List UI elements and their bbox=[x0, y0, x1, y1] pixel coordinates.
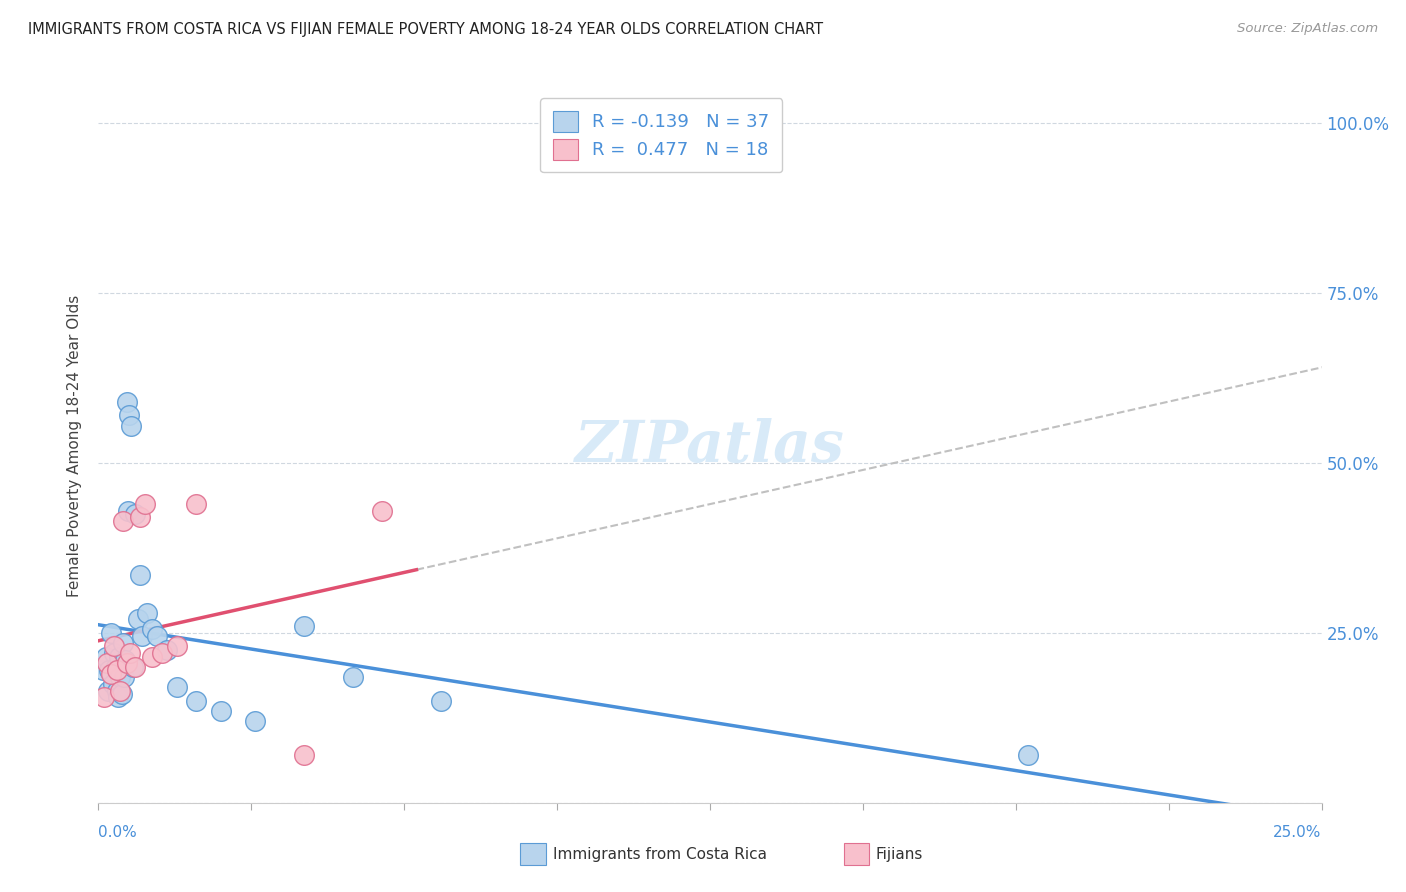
Point bbox=[292, 619, 315, 633]
Point bbox=[342, 670, 364, 684]
Point bbox=[131, 629, 153, 643]
Point bbox=[114, 653, 136, 667]
Point bbox=[103, 640, 125, 654]
Point bbox=[430, 694, 453, 708]
Point bbox=[117, 503, 139, 517]
Point bbox=[111, 636, 134, 650]
Text: 0.0%: 0.0% bbox=[98, 825, 138, 840]
Point bbox=[110, 683, 132, 698]
Text: ZIPatlas: ZIPatlas bbox=[575, 417, 845, 475]
Point bbox=[146, 629, 169, 643]
Point bbox=[124, 507, 146, 521]
Point bbox=[121, 660, 143, 674]
Point bbox=[136, 606, 159, 620]
Point bbox=[292, 748, 315, 763]
Point bbox=[97, 683, 120, 698]
Legend: R = -0.139   N = 37, R =  0.477   N = 18: R = -0.139 N = 37, R = 0.477 N = 18 bbox=[540, 98, 782, 172]
Point bbox=[141, 649, 163, 664]
Point bbox=[98, 663, 121, 677]
Point bbox=[100, 626, 122, 640]
Point bbox=[186, 497, 208, 511]
Text: Source: ZipAtlas.com: Source: ZipAtlas.com bbox=[1237, 22, 1378, 36]
Point bbox=[91, 663, 114, 677]
Point bbox=[166, 680, 188, 694]
Point bbox=[166, 640, 188, 654]
Point bbox=[124, 660, 146, 674]
Point bbox=[100, 666, 122, 681]
Point bbox=[107, 690, 129, 705]
Point bbox=[129, 568, 152, 582]
Point bbox=[94, 649, 117, 664]
Text: Fijians: Fijians bbox=[876, 847, 924, 862]
Text: Immigrants from Costa Rica: Immigrants from Costa Rica bbox=[553, 847, 766, 862]
Point bbox=[110, 670, 132, 684]
Point bbox=[186, 694, 208, 708]
Point bbox=[127, 612, 149, 626]
Point bbox=[129, 510, 152, 524]
Point bbox=[141, 623, 163, 637]
Point bbox=[209, 704, 232, 718]
Point bbox=[111, 687, 134, 701]
Point bbox=[1017, 748, 1039, 763]
Text: 25.0%: 25.0% bbox=[1274, 825, 1322, 840]
Text: IMMIGRANTS FROM COSTA RICA VS FIJIAN FEMALE POVERTY AMONG 18-24 YEAR OLDS CORREL: IMMIGRANTS FROM COSTA RICA VS FIJIAN FEM… bbox=[28, 22, 824, 37]
Point bbox=[101, 677, 124, 691]
Point bbox=[96, 657, 118, 671]
Point bbox=[115, 657, 138, 671]
Point bbox=[115, 394, 138, 409]
Point bbox=[93, 690, 115, 705]
Point bbox=[134, 497, 156, 511]
Point bbox=[120, 646, 142, 660]
Point bbox=[105, 683, 128, 698]
Point bbox=[111, 514, 134, 528]
Point bbox=[105, 663, 128, 677]
Point bbox=[118, 409, 141, 423]
Point bbox=[120, 418, 142, 433]
Point bbox=[371, 503, 394, 517]
Point bbox=[103, 646, 125, 660]
Point bbox=[112, 670, 135, 684]
Point bbox=[150, 646, 173, 660]
Point bbox=[104, 660, 127, 674]
Point bbox=[108, 649, 131, 664]
Point bbox=[243, 714, 266, 729]
Point bbox=[156, 643, 179, 657]
Y-axis label: Female Poverty Among 18-24 Year Olds: Female Poverty Among 18-24 Year Olds bbox=[67, 295, 83, 597]
